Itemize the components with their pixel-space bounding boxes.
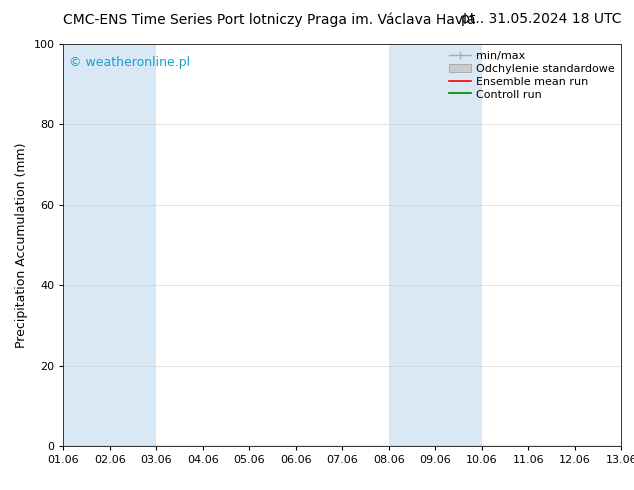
Legend: min/max, Odchylenie standardowe, Ensemble mean run, Controll run: min/max, Odchylenie standardowe, Ensembl… bbox=[445, 47, 619, 104]
Text: CMC-ENS Time Series Port lotniczy Praga im. Václava Havla: CMC-ENS Time Series Port lotniczy Praga … bbox=[63, 12, 476, 27]
Bar bbox=[110, 44, 157, 446]
Text: © weatheronline.pl: © weatheronline.pl bbox=[69, 56, 190, 69]
Text: pt.. 31.05.2024 18 UTC: pt.. 31.05.2024 18 UTC bbox=[461, 12, 621, 26]
Bar bbox=[621, 44, 634, 446]
Bar bbox=[436, 44, 482, 446]
Y-axis label: Precipitation Accumulation (mm): Precipitation Accumulation (mm) bbox=[15, 142, 28, 348]
Bar bbox=[63, 44, 110, 446]
Bar bbox=[389, 44, 436, 446]
